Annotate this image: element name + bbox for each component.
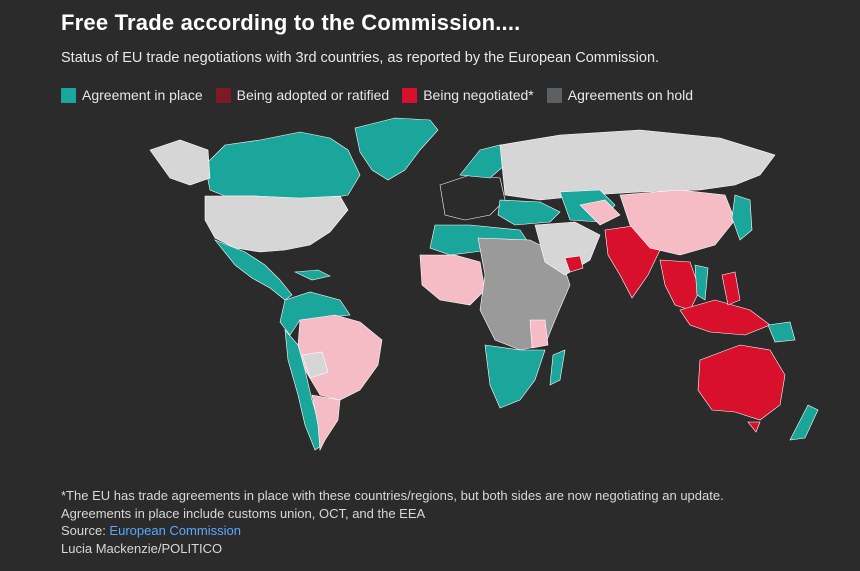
legend-swatch	[61, 87, 76, 103]
legend: Agreement in place Being adopted or rati…	[61, 87, 706, 103]
region-argentina	[311, 394, 341, 452]
region-ukraine-turkey	[497, 199, 561, 226]
region-caribbean	[293, 269, 331, 281]
footer-notes: *The EU has trade agreements in place wi…	[61, 487, 724, 557]
region-southeast-asia	[659, 259, 701, 311]
credit: Lucia Mackenzie/POLITICO	[61, 540, 223, 556]
region-vietnam-singapore	[694, 264, 709, 301]
region-east-africa-light	[529, 319, 549, 349]
region-europe-eu	[439, 174, 506, 221]
region-png	[767, 321, 796, 343]
region-greenland	[354, 117, 439, 181]
region-china	[619, 189, 736, 256]
footnote: *The EU has trade agreements in place wi…	[61, 488, 724, 503]
region-central-asia-light	[579, 199, 621, 226]
region-scandinavia	[459, 144, 506, 179]
source-line: Source: European Commission	[61, 522, 724, 540]
region-usa	[204, 195, 349, 253]
footnote-2: Agreements in place include customs unio…	[61, 505, 426, 521]
legend-label: Agreements on hold	[567, 87, 694, 103]
region-indonesia	[679, 299, 771, 336]
legend-item-agreements-on-hold: Agreements on hold	[546, 87, 694, 103]
world-map	[149, 117, 819, 452]
legend-swatch	[402, 87, 418, 103]
region-mexico-central-america	[214, 239, 293, 301]
legend-item-being-negotiated: Being negotiated*	[402, 87, 534, 103]
legend-swatch	[546, 87, 562, 103]
legend-label: Being negotiated*	[423, 87, 534, 103]
chart-subtitle: Status of EU trade negotiations with 3rd…	[61, 50, 660, 66]
region-new-zealand	[789, 404, 819, 441]
region-tasmania	[747, 421, 761, 433]
region-gulf	[564, 255, 584, 273]
region-australia	[697, 344, 786, 421]
legend-swatch	[215, 87, 231, 103]
region-japan-korea	[731, 194, 753, 241]
region-madagascar	[549, 349, 566, 386]
region-southern-africa	[484, 344, 546, 409]
region-middle-east	[534, 221, 601, 276]
region-west-africa	[419, 254, 486, 306]
legend-label: Being adopted or ratified	[236, 87, 390, 103]
region-alaska	[149, 139, 211, 186]
source-link[interactable]: European Commission	[109, 523, 241, 538]
source-prefix: Source:	[61, 523, 110, 538]
chart-title: Free Trade according to the Commission..…	[61, 10, 521, 35]
legend-item-being-adopted: Being adopted or ratified	[215, 87, 390, 103]
region-bolivia	[301, 351, 329, 379]
region-canada	[204, 131, 361, 201]
region-philippines	[721, 271, 741, 306]
region-russia	[499, 129, 776, 201]
legend-item-agreement-in-place: Agreement in place	[61, 87, 203, 103]
legend-label: Agreement in place	[82, 87, 203, 103]
